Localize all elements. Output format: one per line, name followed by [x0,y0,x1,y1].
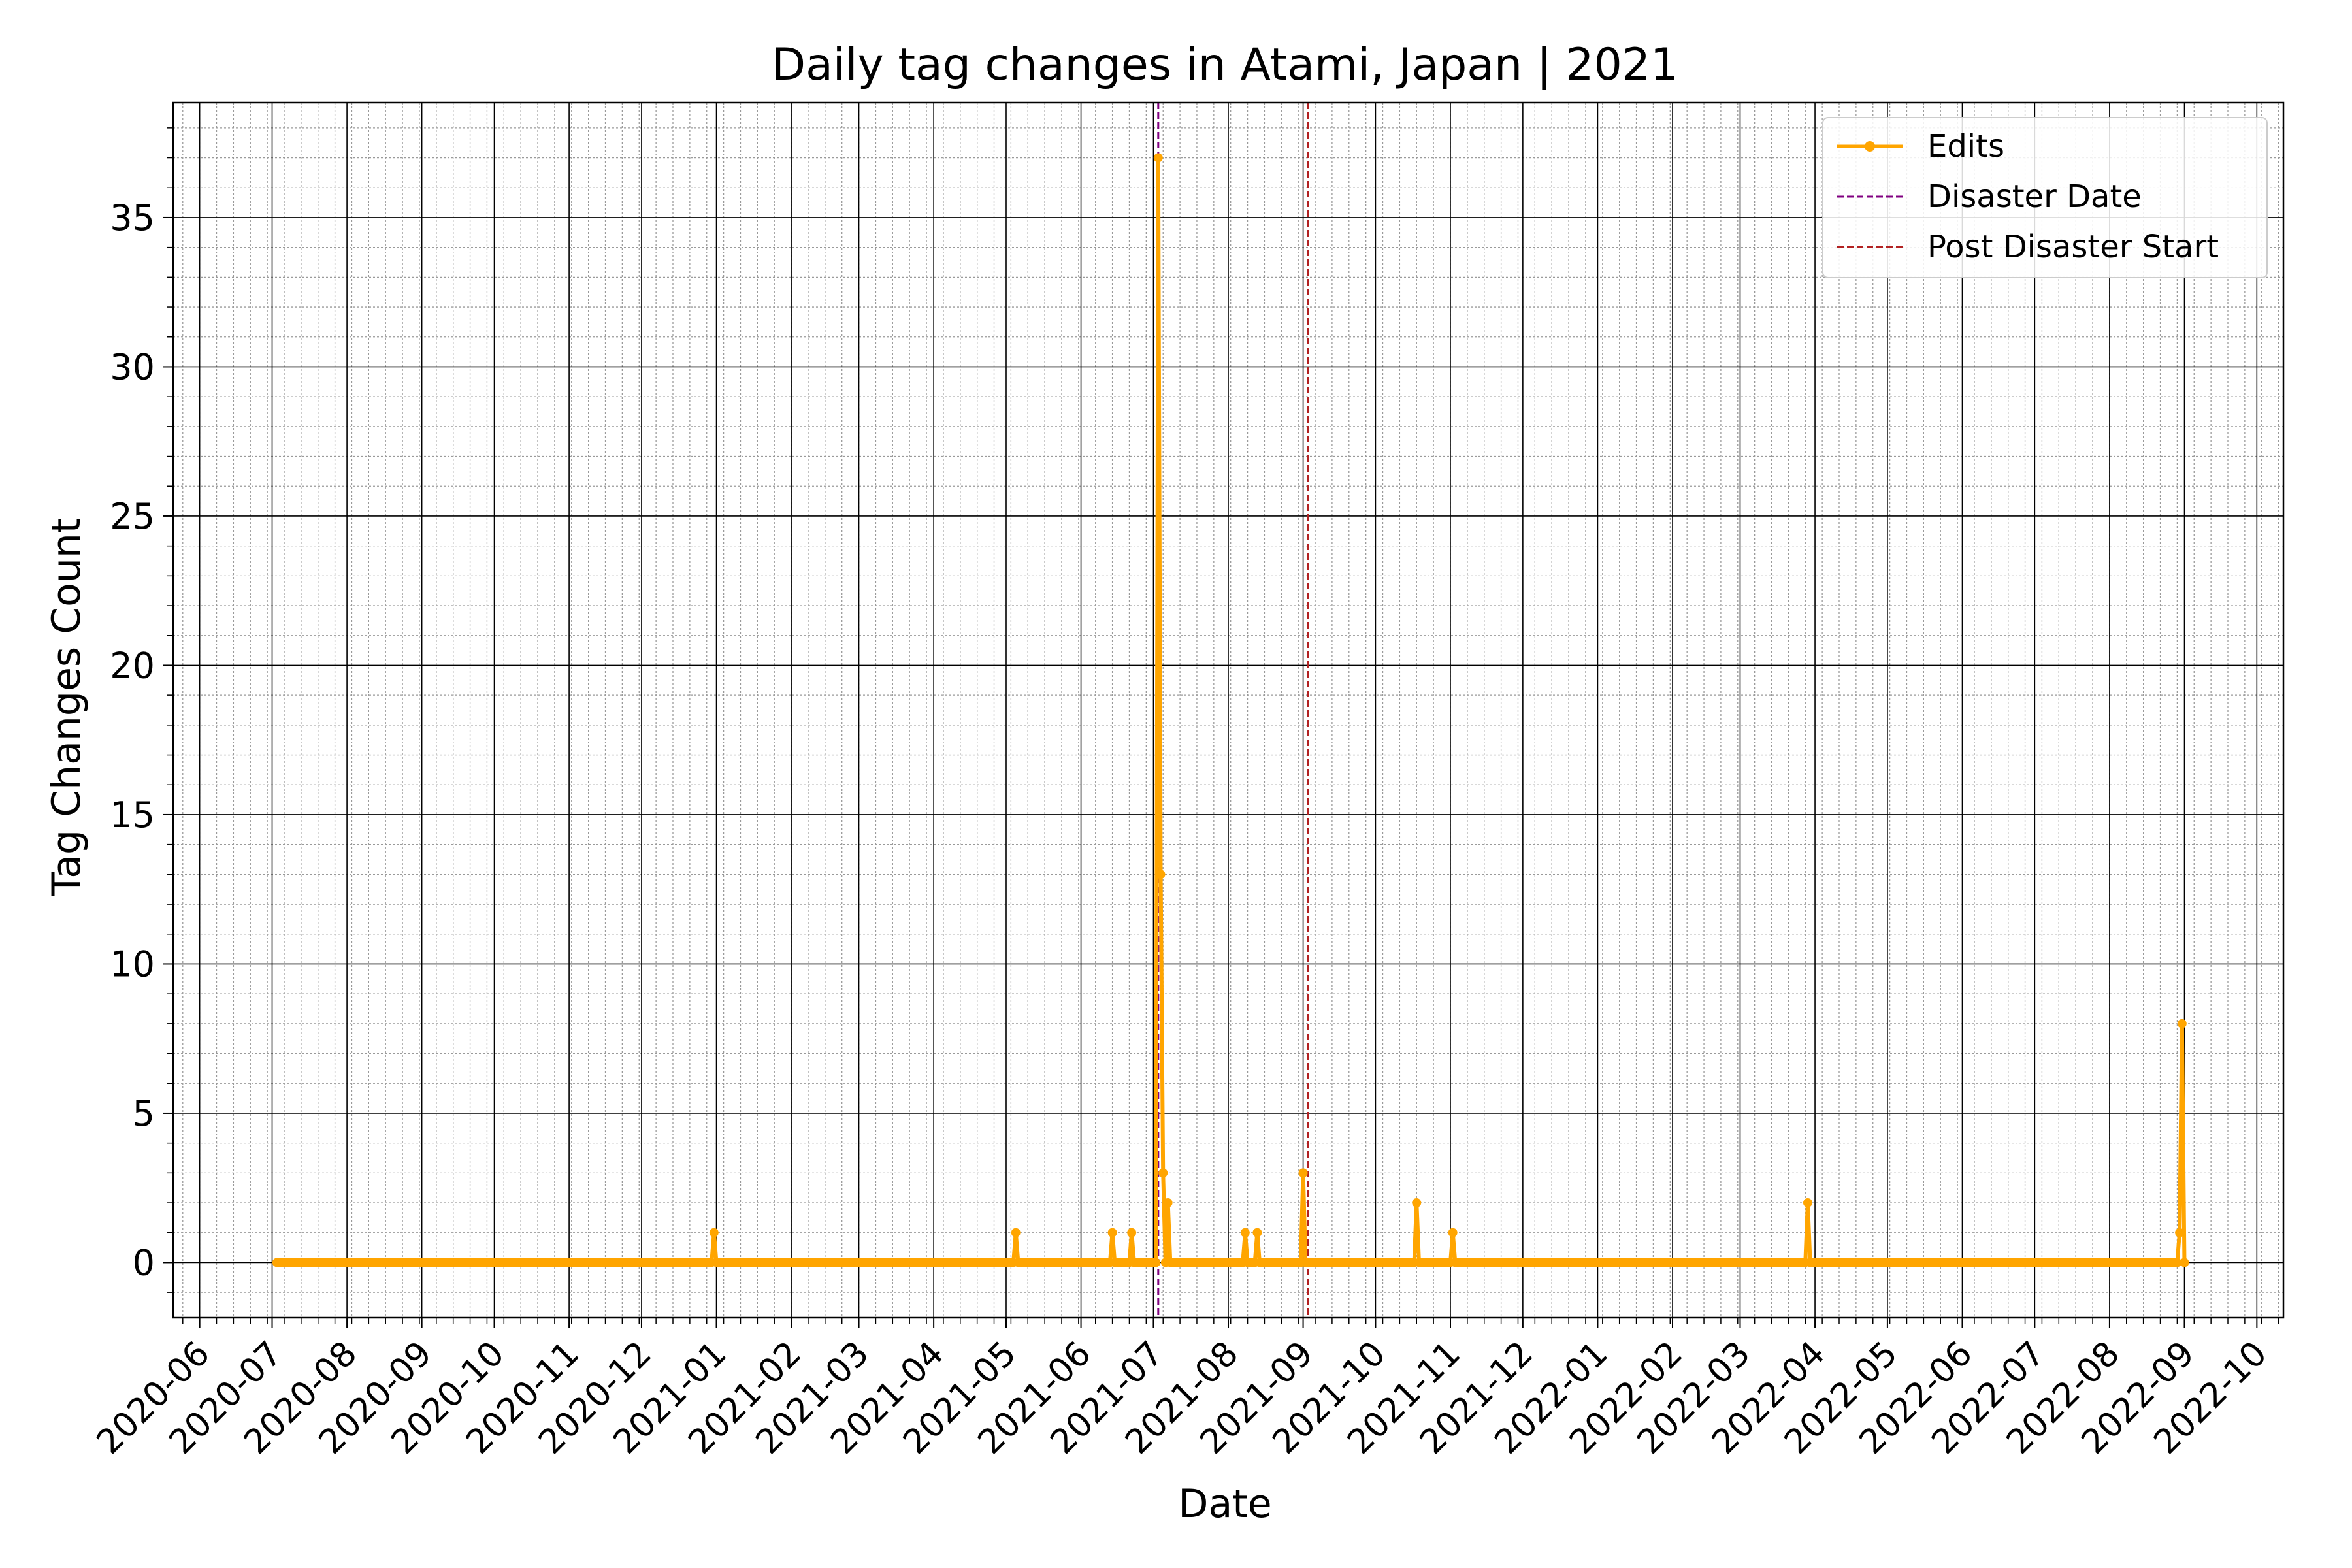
data-point [1803,1198,1812,1208]
data-point [1158,1168,1168,1178]
data-point [2180,1258,2189,1267]
data-point [2175,1228,2185,1237]
data-point [1252,1228,1262,1237]
y-tick-label: 20 [110,645,155,686]
data-point [1412,1198,1422,1208]
data-point [1151,1258,1161,1267]
y-tick-label: 25 [110,496,155,537]
chart-title: Daily tag changes in Atami, Japan | 2021 [772,39,1679,91]
y-tick-label: 5 [133,1093,155,1134]
y-tick-label: 15 [110,794,155,836]
data-point [1163,1198,1173,1208]
data-point [2172,1258,2182,1267]
data-point [1107,1228,1117,1237]
y-axis-label: Tag Changes Count [44,518,90,897]
data-point [709,1228,719,1237]
legend-box [1822,117,2268,278]
y-tick-label: 35 [110,197,155,238]
legend-label: Disaster Date [1927,178,2142,215]
y-tick-label: 10 [110,943,155,985]
data-point [1298,1168,1308,1178]
axis-ticks [163,127,2279,1328]
legend: Edits Disaster Date Post Disaster Start [1822,117,2268,278]
data-point [1156,870,1166,879]
x-axis-label: Date [1178,1481,1271,1527]
data-point [1240,1228,1250,1237]
legend-marker [1865,141,1875,152]
y-tick-label: 0 [133,1242,155,1283]
y-tick-labels: 0 5 10 15 20 25 30 35 [110,197,155,1284]
data-point [1127,1228,1137,1237]
y-tick-label: 30 [110,346,155,387]
data-point [1153,153,1163,163]
legend-label: Post Disaster Start [1927,229,2219,265]
data-point [2177,1019,2187,1028]
series-edits [272,153,2189,1267]
data-point [1448,1228,1458,1237]
data-point [1011,1228,1021,1237]
legend-label: Edits [1927,128,2004,165]
